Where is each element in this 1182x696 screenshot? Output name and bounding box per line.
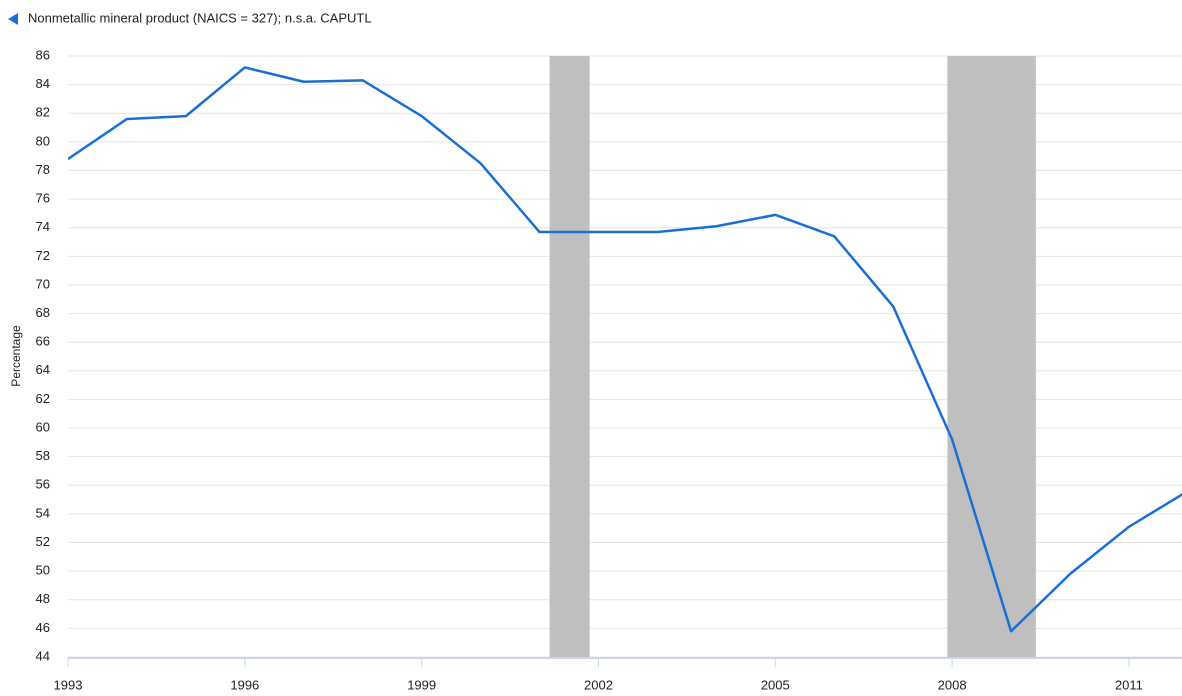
y-tick-label: 50	[36, 563, 50, 578]
x-tick-label: 1999	[407, 677, 436, 692]
y-tick-label: 46	[36, 620, 50, 635]
recession-band	[947, 56, 1036, 657]
y-tick-label: 86	[36, 47, 50, 62]
y-tick-label: 54	[36, 505, 50, 520]
y-tick-label: 44	[36, 648, 50, 663]
plot-area	[68, 66, 1182, 633]
x-tick-label: 2002	[584, 677, 613, 692]
y-tick-label: 76	[36, 191, 50, 206]
recession-band	[549, 56, 590, 657]
legend-toggle[interactable]	[8, 13, 18, 25]
y-tick-label: 56	[36, 477, 50, 492]
y-tick-label: 58	[36, 448, 50, 463]
x-tick-label: 2005	[761, 677, 790, 692]
y-tick-label: 60	[36, 419, 50, 434]
x-tick-label: 1993	[54, 677, 83, 692]
y-tick-label: 74	[36, 219, 50, 234]
y-axis-label: Percentage	[9, 325, 23, 387]
y-tick-label: 84	[36, 76, 50, 91]
y-tick-label: 82	[36, 105, 50, 120]
x-tick-label: 2008	[938, 677, 967, 692]
x-tick-label: 1996	[230, 677, 259, 692]
axes: 44 46 48 50 52 54 56 58 60 62 64 66 68 70 72 74 76 78 80 82…	[36, 47, 1182, 692]
recessions	[549, 56, 1036, 657]
data-line	[68, 66, 1182, 633]
chart-title: Nonmetallic mineral product (NAICS = 327…	[28, 10, 372, 25]
y-tick-label: 62	[36, 391, 50, 406]
y-tick-label: 64	[36, 362, 50, 377]
y-tick-label: 72	[36, 248, 50, 263]
x-tick-label: 2011	[1115, 677, 1143, 692]
y-tick-label: 66	[36, 334, 50, 349]
y-tick-label: 52	[36, 534, 50, 549]
y-tick-label: 48	[36, 591, 50, 606]
y-tick-label: 68	[36, 305, 50, 320]
y-tick-label: 80	[36, 133, 50, 148]
y-tick-label: 70	[36, 276, 50, 291]
y-tick-label: 78	[36, 162, 50, 177]
